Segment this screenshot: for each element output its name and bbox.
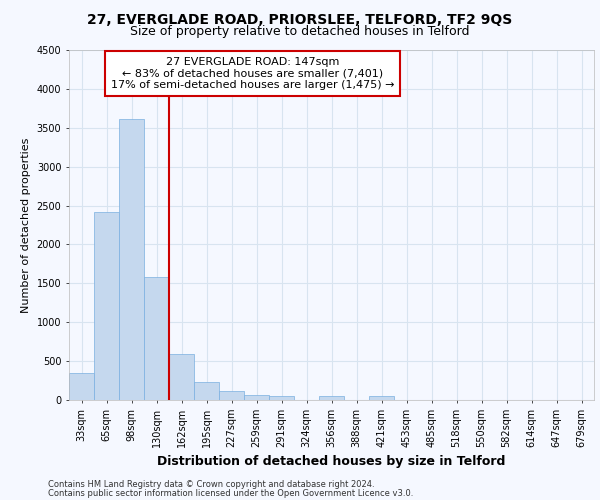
Bar <box>94 212 119 400</box>
Bar <box>219 392 244 400</box>
Bar <box>144 277 169 400</box>
Bar <box>369 396 394 400</box>
Bar <box>119 119 144 400</box>
Text: 27, EVERGLADE ROAD, PRIORSLEE, TELFORD, TF2 9QS: 27, EVERGLADE ROAD, PRIORSLEE, TELFORD, … <box>88 12 512 26</box>
Bar <box>169 354 194 400</box>
Text: Size of property relative to detached houses in Telford: Size of property relative to detached ho… <box>130 25 470 38</box>
Bar <box>244 394 269 400</box>
Bar <box>319 396 344 400</box>
Bar <box>69 373 94 400</box>
Bar <box>269 396 294 400</box>
Text: Contains HM Land Registry data © Crown copyright and database right 2024.: Contains HM Land Registry data © Crown c… <box>48 480 374 489</box>
Text: 27 EVERGLADE ROAD: 147sqm
← 83% of detached houses are smaller (7,401)
17% of se: 27 EVERGLADE ROAD: 147sqm ← 83% of detac… <box>111 57 395 90</box>
Bar <box>194 382 219 400</box>
X-axis label: Distribution of detached houses by size in Telford: Distribution of detached houses by size … <box>157 456 506 468</box>
Y-axis label: Number of detached properties: Number of detached properties <box>21 138 31 312</box>
Text: Contains public sector information licensed under the Open Government Licence v3: Contains public sector information licen… <box>48 488 413 498</box>
